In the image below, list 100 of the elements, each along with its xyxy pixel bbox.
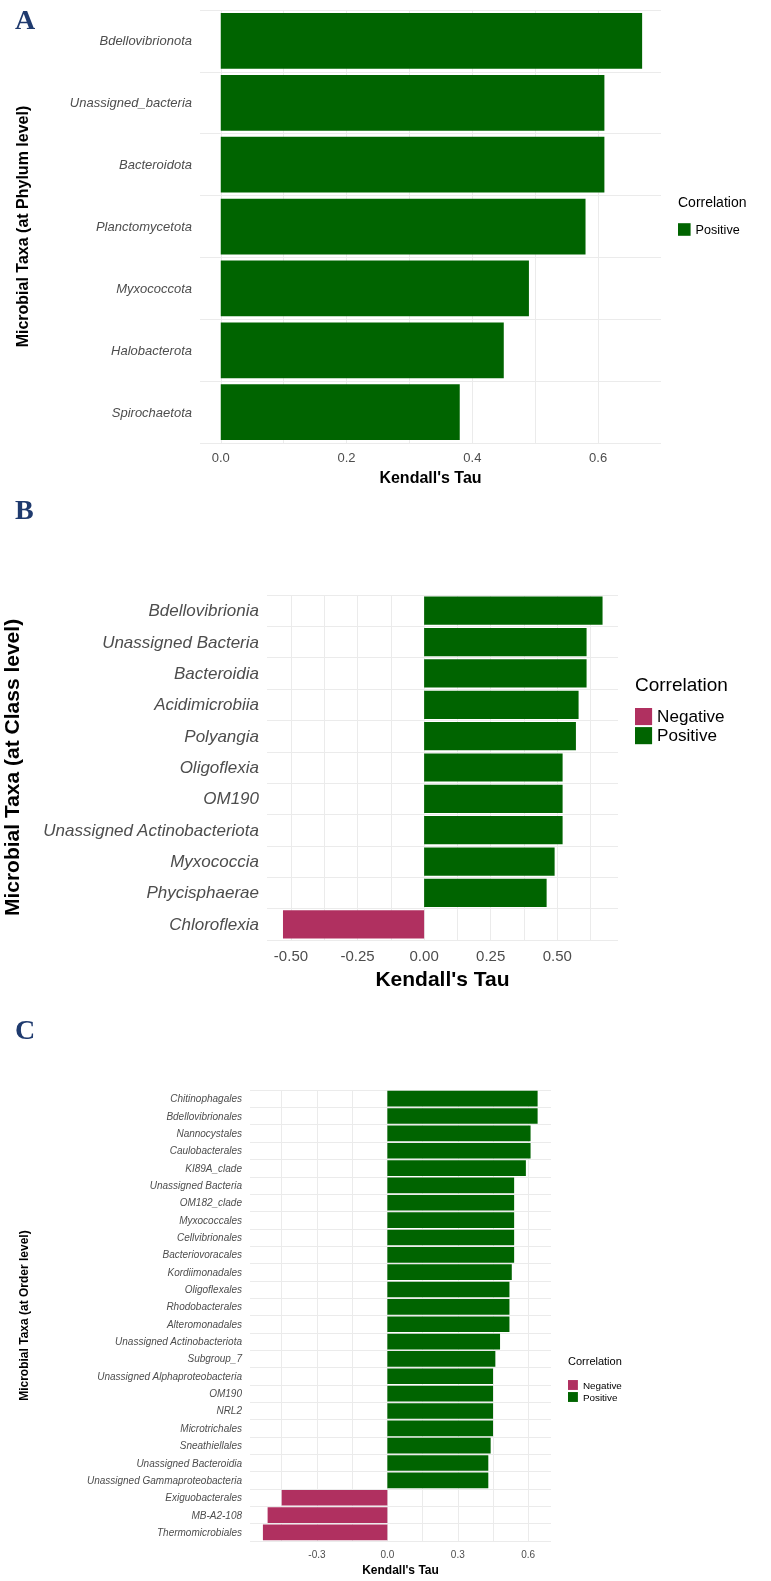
legend-label: Positive	[582, 1391, 618, 1403]
x-axis-title: Kendall's Tau	[375, 967, 510, 990]
text: B	[15, 493, 34, 525]
y-tick-label: Unassigned Actinobacteriota	[115, 1336, 243, 1348]
x-tick-label: 0.00	[409, 947, 439, 964]
y-tick-label: Subgroup_7	[187, 1353, 243, 1365]
bar	[220, 260, 529, 317]
y-tick-label: Caulobacterales	[169, 1145, 242, 1157]
x-tick-label: 0.0	[380, 1548, 395, 1560]
y-axis-title: Microbial Taxa (at Phylum level)	[13, 105, 31, 348]
bar	[220, 322, 504, 379]
y-tick-label: Planctomycetota	[95, 219, 192, 235]
bar	[220, 13, 643, 69]
y-tick-label: Unassigned Bacteroidia	[136, 1457, 243, 1469]
x-tick-label: 0.6	[521, 1548, 536, 1560]
bar	[424, 659, 587, 688]
x-tick-label: 0.25	[476, 947, 506, 964]
legend-title: Correlation	[568, 1354, 622, 1367]
y-tick-label: Unassigned Alphaproteobacteria	[97, 1370, 243, 1382]
bar	[424, 816, 563, 845]
bar	[424, 847, 555, 876]
y-tick-label: Chitinophagales	[170, 1093, 242, 1105]
x-tick-label: 0.2	[337, 450, 356, 466]
y-tick-label: Bdellovibrionales	[166, 1110, 242, 1122]
bar	[387, 1090, 538, 1107]
y-tick-label: Kordiimonadales	[167, 1266, 242, 1278]
bar	[387, 1385, 494, 1402]
bar	[387, 1333, 501, 1350]
y-tick-label: Cellvibrionales	[176, 1231, 242, 1243]
y-tick-label: Unassigned Gammaproteobacteria	[86, 1474, 243, 1486]
bar	[262, 1524, 388, 1541]
y-tick-label: Unassigned_bacteria	[69, 95, 192, 111]
bar	[424, 596, 603, 625]
y-tick-label: Unassigned Bacteria	[149, 1179, 243, 1191]
bar	[387, 1177, 515, 1194]
bar	[387, 1229, 515, 1246]
y-tick-label: Unassigned Actinobacteriota	[43, 820, 259, 840]
x-tick-label: 0.50	[542, 947, 572, 964]
y-tick-label: Exiguobacterales	[165, 1492, 242, 1504]
y-tick-label: Bacteriovoracales	[162, 1249, 242, 1261]
x-tick-label: 0.3	[450, 1548, 466, 1560]
y-tick-label: KI89A_clade	[185, 1162, 243, 1174]
y-tick-label: OM190	[203, 789, 260, 809]
x-tick-label: -0.3	[308, 1548, 326, 1560]
y-tick-label: Oligoflexales	[184, 1284, 242, 1296]
x-tick-label: 0.4	[463, 450, 482, 466]
y-tick-label: Chloroflexia	[169, 914, 259, 934]
bar	[387, 1472, 489, 1489]
y-tick-label: Oligoflexia	[179, 758, 259, 777]
y-tick-label: Rhodobacterales	[166, 1301, 242, 1313]
x-axis-title: Kendall's Tau	[379, 468, 482, 486]
y-tick-label: Acidimicrobiia	[153, 695, 259, 715]
y-tick-label: NRL2	[216, 1405, 243, 1417]
y-tick-label: OM190	[209, 1388, 243, 1400]
chart-title: A	[15, 3, 36, 35]
y-tick-label: Alteromonadales	[165, 1318, 242, 1330]
y-tick-label: MB-A2-108	[191, 1509, 243, 1521]
y-tick-label: Polyangia	[184, 726, 259, 746]
y-tick-label: Bdellovibrionota	[99, 33, 192, 49]
bar	[387, 1125, 531, 1142]
y-tick-label: Nannocystales	[176, 1127, 242, 1139]
bar	[282, 910, 425, 939]
x-tick-label: -0.25	[340, 947, 375, 964]
y-tick-label: Phycisphaerae	[146, 883, 259, 903]
x-tick-label: 0.0	[211, 450, 230, 466]
bar	[424, 627, 587, 657]
y-tick-label: Thermomicrobiales	[156, 1526, 242, 1538]
bar	[424, 753, 563, 782]
legend-label: Positive	[657, 726, 717, 746]
y-tick-label: Bacteroidota	[119, 157, 192, 173]
bar	[220, 136, 605, 193]
y-tick-label: Unassigned Bacteria	[102, 632, 259, 652]
text: C	[15, 1013, 36, 1045]
y-tick-label: OM182_clade	[179, 1197, 243, 1209]
x-axis-title: Kendall's Tau	[362, 1563, 439, 1577]
bar	[387, 1437, 491, 1454]
y-tick-label: Microtrichales	[180, 1422, 242, 1434]
y-tick-label: Bacteroidia	[173, 663, 259, 683]
x-tick-label: -0.50	[273, 947, 309, 964]
y-axis-title: Microbial Taxa (at Order level)	[17, 1230, 31, 1401]
bar	[387, 1281, 510, 1298]
y-tick-label: Myxococcota	[116, 280, 192, 296]
legend-title: Correlation	[635, 674, 728, 695]
bar	[424, 690, 579, 719]
bar	[424, 784, 563, 813]
y-tick-label: Sneathiellales	[179, 1440, 242, 1452]
bar	[387, 1403, 494, 1419]
legend-label: Negative	[582, 1379, 623, 1391]
bar	[424, 722, 576, 751]
y-tick-label: Spirochaetota	[111, 404, 192, 420]
legend-label: Positive	[695, 222, 740, 237]
y-tick-label: Myxococcales	[179, 1214, 242, 1226]
y-tick-label: Bdellovibrionia	[148, 601, 259, 621]
legend-title: Correlation	[678, 194, 747, 210]
y-tick-label: Halobacterota	[111, 342, 192, 358]
bar	[424, 878, 547, 908]
y-tick-label: Myxococcia	[170, 852, 259, 872]
bar	[220, 198, 586, 255]
bar	[220, 384, 460, 441]
bar	[387, 1455, 489, 1471]
